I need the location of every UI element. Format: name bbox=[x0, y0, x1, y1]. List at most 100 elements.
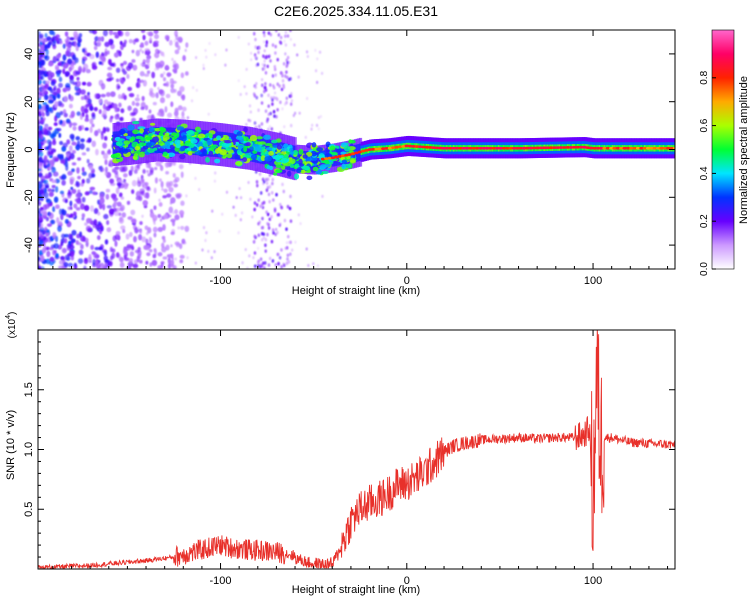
spectrogram-noise-cell bbox=[171, 57, 174, 61]
spectrogram-noise-cell bbox=[41, 118, 45, 123]
spectrogram-noise-cell bbox=[213, 179, 217, 183]
spectrogram-noise-cell bbox=[135, 82, 141, 89]
spectrogram-noise-cell bbox=[293, 43, 296, 47]
spectrogram-noise-cell bbox=[122, 60, 128, 65]
spectrogram-noise-cell bbox=[118, 192, 123, 198]
spectrogram-noise-cell bbox=[267, 263, 271, 267]
spectrogram-noise-cell bbox=[270, 215, 273, 219]
spectrogram-noise-cell bbox=[89, 118, 94, 125]
spectrogram-blob bbox=[202, 149, 208, 156]
spectrogram-noise-cell bbox=[147, 62, 150, 67]
spectrogram-noise-cell bbox=[101, 249, 108, 254]
spectrogram-noise-cell bbox=[120, 225, 126, 230]
spectrogram-blob bbox=[176, 126, 185, 131]
spectrogram-core bbox=[371, 147, 376, 151]
spectrogram-noise-cell bbox=[38, 265, 41, 269]
spectrogram-noise-cell bbox=[67, 262, 74, 268]
spectrogram-core bbox=[518, 146, 523, 150]
spectrogram-noise-cell bbox=[151, 71, 156, 79]
spectrogram-noise-cell bbox=[234, 213, 237, 217]
spectrogram-noise-cell bbox=[38, 34, 43, 39]
spectrogram-noise-cell bbox=[254, 37, 257, 42]
spectrogram-noise-cell bbox=[54, 178, 60, 184]
spectrogram-noise-cell bbox=[286, 253, 290, 258]
spectrogram-noise-cell bbox=[40, 133, 44, 140]
spectrogram-noise-cell bbox=[44, 94, 49, 101]
spectrogram-blob bbox=[318, 153, 325, 160]
spectrogram-noise-cell bbox=[173, 39, 176, 43]
spectrogram-core bbox=[585, 146, 591, 150]
spectrogram-blob bbox=[350, 159, 356, 163]
spectrogram-noise-cell bbox=[52, 171, 59, 177]
spectrogram-noise-cell bbox=[68, 66, 72, 72]
spectrogram-noise-cell bbox=[116, 201, 122, 207]
spectrogram-noise-cell bbox=[168, 206, 174, 214]
spectrogram-noise-cell bbox=[78, 33, 83, 38]
spectrogram-blob bbox=[125, 135, 132, 140]
spectrogram-noise-cell bbox=[122, 70, 128, 75]
spectrogram-core bbox=[374, 147, 379, 151]
spectrogram-noise-cell bbox=[84, 127, 89, 131]
spectrogram-core bbox=[367, 148, 373, 151]
spectrogram-noise-cell bbox=[285, 261, 289, 266]
spectrogram-noise-cell bbox=[165, 170, 170, 175]
spectrogram-noise-cell bbox=[254, 55, 258, 60]
spectrogram-noise-cell bbox=[278, 84, 281, 88]
spectrogram-noise-cell bbox=[60, 241, 64, 246]
spectrogram-noise-cell bbox=[103, 213, 109, 220]
spectrogram-noise-cell bbox=[263, 261, 267, 265]
spectrogram-blob bbox=[303, 165, 310, 171]
spectrogram-noise-cell bbox=[258, 223, 262, 227]
spectrogram-noise-cell bbox=[104, 259, 109, 263]
spectrogram-noise-cell bbox=[265, 181, 269, 185]
spectrogram-noise-cell bbox=[42, 102, 47, 106]
spectrogram-noise-cell bbox=[50, 244, 56, 249]
spectrogram-noise-cell bbox=[95, 148, 99, 156]
spectrogram-noise-cell bbox=[67, 253, 72, 257]
spectrogram-noise-cell bbox=[314, 48, 317, 52]
spectrogram-x-ticks: -100 0 100 bbox=[52, 30, 669, 287]
spectrogram-noise-cell bbox=[47, 99, 54, 104]
spectrogram-noise-cell bbox=[54, 252, 59, 259]
spectrogram-noise-cell bbox=[174, 107, 179, 113]
spectrogram-noise-cell bbox=[139, 188, 142, 192]
spectrogram-noise-cell bbox=[99, 165, 104, 173]
spectrogram-blob bbox=[186, 129, 195, 136]
spectrogram-noise-cell bbox=[255, 183, 259, 188]
spectrogram-noise-cell bbox=[114, 166, 120, 171]
spectrogram-noise-cell bbox=[40, 70, 46, 75]
spectrogram-core bbox=[495, 146, 500, 150]
spectrogram-blob bbox=[289, 158, 296, 165]
spectrogram-noise-cell bbox=[167, 257, 171, 265]
spectrogram-noise-cell bbox=[136, 255, 140, 263]
spectrogram-blob bbox=[174, 139, 181, 146]
spectrogram-core bbox=[468, 146, 473, 150]
spectrogram-noise-cell bbox=[50, 72, 55, 78]
spectrogram-noise-cell bbox=[47, 126, 53, 131]
spectrogram-noise-cell bbox=[116, 83, 120, 91]
spectrogram-noise-cell bbox=[264, 109, 268, 113]
spectrogram-noise-cell bbox=[174, 209, 179, 215]
spectrogram-noise-cell bbox=[52, 140, 57, 146]
snr-y-tick-label: 1.5 bbox=[23, 382, 35, 397]
spectrogram-noise-cell bbox=[45, 232, 49, 237]
spectrogram-noise-cell bbox=[239, 196, 243, 200]
spectrogram-core bbox=[582, 145, 587, 149]
spectrogram-noise-cell bbox=[39, 37, 46, 43]
spectrogram-noise-cell bbox=[100, 133, 104, 140]
spectrogram-noise-cell bbox=[279, 100, 282, 105]
spectrogram-noise-cell bbox=[266, 212, 270, 217]
spectrogram-noise-cell bbox=[253, 234, 256, 239]
spectrogram-noise-cell bbox=[143, 73, 150, 77]
spectrogram-noise-cell bbox=[104, 41, 110, 47]
spectrogram-noise-cell bbox=[159, 218, 163, 222]
spectrogram-noise-cell bbox=[253, 239, 256, 243]
spectrogram-noise-cell bbox=[82, 236, 86, 242]
spectrogram-noise-cell bbox=[64, 71, 71, 77]
spectrogram-noise-cell bbox=[124, 31, 130, 37]
colorbar-tick-label: 0.6 bbox=[699, 118, 710, 132]
spectrogram-noise-cell bbox=[123, 39, 127, 45]
spectrogram-blob bbox=[294, 163, 300, 168]
spectrogram-noise-cell bbox=[55, 186, 59, 193]
spectrogram-noise-cell bbox=[293, 111, 297, 115]
